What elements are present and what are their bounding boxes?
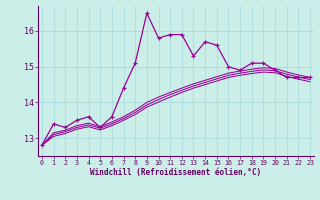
X-axis label: Windchill (Refroidissement éolien,°C): Windchill (Refroidissement éolien,°C) (91, 168, 261, 177)
